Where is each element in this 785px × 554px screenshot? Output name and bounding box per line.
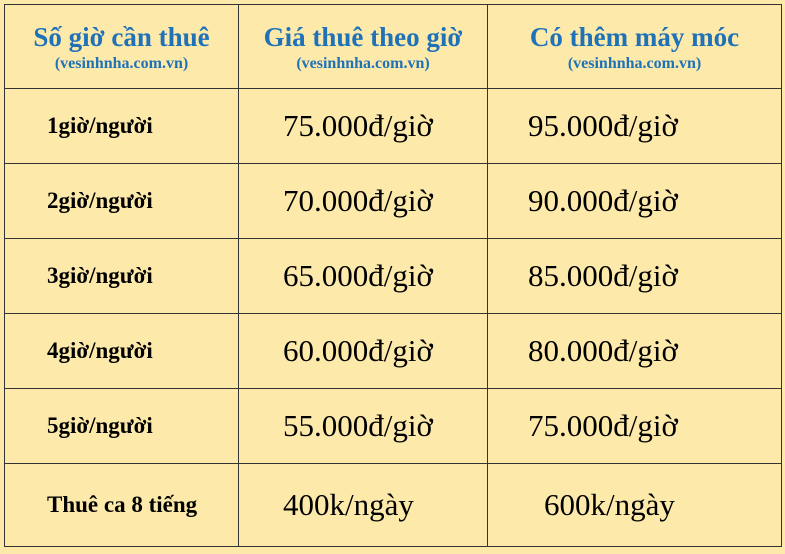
table-cell: 75.000đ/giờ — [238, 88, 488, 164]
cell-text: 65.000đ/giờ — [283, 258, 433, 293]
table-cell: 5giờ/người — [4, 388, 239, 464]
header-subtitle: (vesinhnha.com.vn) — [296, 55, 430, 72]
cell-text: 3giờ/người — [47, 263, 153, 288]
cell-text: 95.000đ/giờ — [528, 108, 678, 143]
table-cell: 75.000đ/giờ — [487, 388, 782, 464]
table-cell: 400k/ngày — [238, 463, 488, 547]
table-cell: 3giờ/người — [4, 238, 239, 314]
cell-text: 2giờ/người — [47, 188, 153, 213]
cell-text: Thuê ca 8 tiếng — [47, 492, 198, 517]
cell-text: 85.000đ/giờ — [528, 258, 678, 293]
table-cell: 60.000đ/giờ — [238, 313, 488, 389]
table-row: 3giờ/người 65.000đ/giờ 85.000đ/giờ — [4, 238, 782, 314]
table-cell: 95.000đ/giờ — [487, 88, 782, 164]
cell-text: 5giờ/người — [47, 413, 153, 438]
cell-text: 400k/ngày — [283, 487, 414, 522]
header-cell: Có thêm máy móc (vesinhnha.com.vn) — [487, 4, 782, 89]
table-cell: 80.000đ/giờ — [487, 313, 782, 389]
cell-text: 55.000đ/giờ — [283, 408, 433, 443]
header-title: Có thêm máy móc — [529, 22, 740, 52]
table-row: 1giờ/người 75.000đ/giờ 95.000đ/giờ — [4, 88, 782, 164]
cell-text: 600k/ngày — [544, 487, 675, 522]
cell-text: 75.000đ/giờ — [283, 108, 433, 143]
price-table: Số giờ cần thuê (vesinhnha.com.vn) Giá th… — [4, 4, 782, 547]
table-cell: 70.000đ/giờ — [238, 163, 488, 239]
header-title: Số giờ cần thuê — [33, 22, 210, 52]
table-cell: 600k/ngày — [487, 463, 782, 547]
table-cell: 2giờ/người — [4, 163, 239, 239]
cell-text: 75.000đ/giờ — [528, 408, 678, 443]
table-cell: 65.000đ/giờ — [238, 238, 488, 314]
header-title: Giá thuê theo giờ — [263, 22, 463, 52]
header-cell: Số giờ cần thuê (vesinhnha.com.vn) — [4, 4, 239, 89]
table-cell: 85.000đ/giờ — [487, 238, 782, 314]
table-row: 4giờ/người 60.000đ/giờ 80.000đ/giờ — [4, 313, 782, 389]
table-body: Số giờ cần thuê (vesinhnha.com.vn) Giá th… — [4, 4, 782, 547]
table-row: Thuê ca 8 tiếng 400k/ngày 600k/ngày — [4, 463, 782, 547]
cell-text: 80.000đ/giờ — [528, 333, 678, 368]
cell-text: 4giờ/người — [47, 338, 153, 363]
header-row: Số giờ cần thuê (vesinhnha.com.vn) Giá th… — [4, 4, 782, 89]
header-subtitle: (vesinhnha.com.vn) — [567, 55, 702, 72]
header-cell: Giá thuê theo giờ (vesinhnha.com.vn) — [238, 4, 488, 89]
table-row: 2giờ/người 70.000đ/giờ 90.000đ/giờ — [4, 163, 782, 239]
table-cell: 1giờ/người — [4, 88, 239, 164]
table-cell: 55.000đ/giờ — [238, 388, 488, 464]
cell-text: 90.000đ/giờ — [528, 183, 678, 218]
table-row: 5giờ/người 55.000đ/giờ 75.000đ/giờ — [4, 388, 782, 464]
cell-text: 70.000đ/giờ — [283, 183, 433, 218]
table-cell: 4giờ/người — [4, 313, 239, 389]
cell-text: 60.000đ/giờ — [283, 333, 433, 368]
table-cell: Thuê ca 8 tiếng — [4, 463, 239, 547]
header-subtitle: (vesinhnha.com.vn) — [54, 55, 189, 72]
cell-text: 1giờ/người — [47, 113, 153, 138]
table-cell: 90.000đ/giờ — [487, 163, 782, 239]
